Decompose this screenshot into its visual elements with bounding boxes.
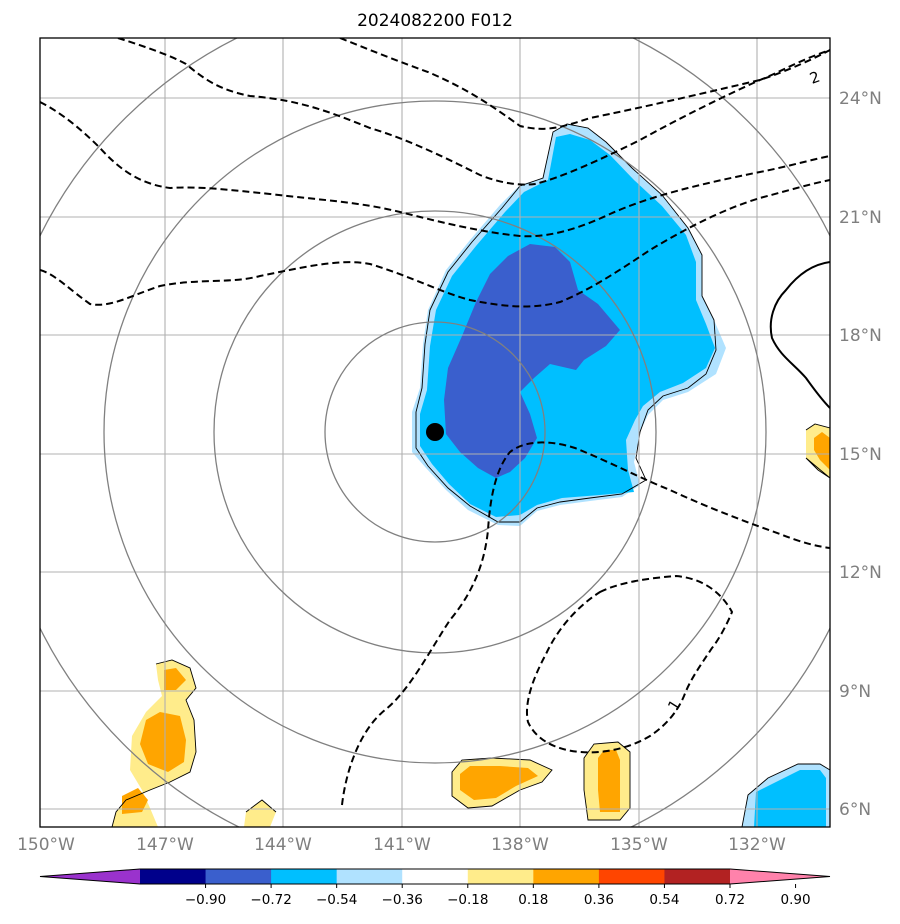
map-frame <box>39 37 831 828</box>
lat-label: 15°N <box>839 445 882 465</box>
graticule <box>40 38 830 827</box>
lon-label: 150°W <box>17 835 75 855</box>
colorbar-segment <box>402 869 469 884</box>
colorbar-extend-low <box>40 869 140 884</box>
storm-center-marker <box>426 423 444 441</box>
colorbar-segment <box>533 869 600 884</box>
colorbar-tick-label: 0.36 <box>584 892 614 908</box>
colorbar-tick-label: −0.90 <box>185 892 226 908</box>
colorbar-tick-label: 0.90 <box>781 892 811 908</box>
lon-label: 138°W <box>491 835 549 855</box>
colorbar-tick-label: 0.72 <box>715 892 745 908</box>
negative-anomaly-core <box>444 244 620 478</box>
colorbar-segment <box>336 869 403 884</box>
lon-label: 144°W <box>254 835 312 855</box>
map-area: 2 1 <box>40 38 830 827</box>
colorbar-tick-label: −0.18 <box>447 892 488 908</box>
colorbar-segment <box>598 869 665 884</box>
colorbar-tick-label: −0.36 <box>382 892 423 908</box>
lat-label: 18°N <box>839 326 882 346</box>
longitude-labels: 150°W 147°W 144°W 141°W 138°W 135°W 132°… <box>17 835 786 855</box>
lat-label: 6°N <box>839 800 871 820</box>
lon-label: 141°W <box>373 835 431 855</box>
colorbar-tick-label: 0.18 <box>518 892 548 908</box>
lon-label: 135°W <box>610 835 668 855</box>
figure-title: 2024082200 F012 <box>357 11 513 31</box>
colorbar-segment <box>271 869 338 884</box>
lat-label: 21°N <box>839 208 882 228</box>
colorbar-tick-label: 0.54 <box>649 892 679 908</box>
colorbar-segment <box>467 869 534 884</box>
latitude-labels: 24°N 21°N 18°N 15°N 12°N 9°N 6°N <box>839 89 882 820</box>
lat-label: 24°N <box>839 89 882 109</box>
colorbar-segment <box>140 869 207 884</box>
lon-label: 147°W <box>136 835 194 855</box>
colorbar-segment <box>205 869 272 884</box>
lat-label: 9°N <box>839 682 871 702</box>
range-rings <box>40 38 830 827</box>
colorbar-outline <box>39 868 831 885</box>
colorbar-extend-high <box>730 869 830 884</box>
colorbar-tick-label: −0.72 <box>250 892 291 908</box>
colorbar-segment <box>664 869 731 884</box>
lat-label: 12°N <box>839 563 882 583</box>
colorbar-tick-label: −0.54 <box>316 892 357 908</box>
colorbar: −0.90 −0.72 −0.54 −0.36 −0.18 0.18 0.36 0.54 0.7… <box>39 868 831 908</box>
lon-label: 132°W <box>728 835 786 855</box>
dashed-contours <box>40 38 830 806</box>
solid-contour <box>769 261 830 409</box>
